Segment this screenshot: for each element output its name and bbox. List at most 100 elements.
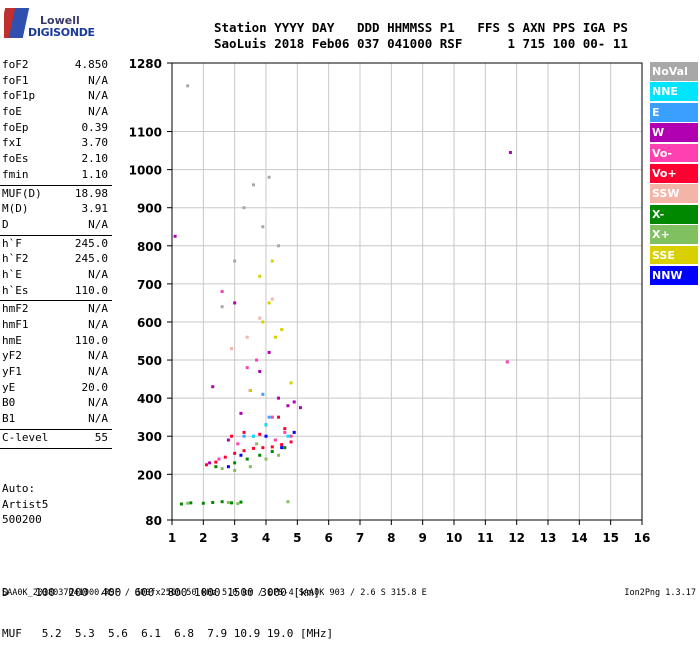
param-value: 245.0 bbox=[74, 252, 108, 266]
echo-point bbox=[223, 455, 227, 459]
echo-point bbox=[220, 290, 224, 293]
legend-item-sse: SSE bbox=[650, 245, 698, 265]
echo-point bbox=[270, 415, 274, 419]
param-row: yE 20.0 bbox=[0, 381, 112, 397]
echo-point bbox=[242, 430, 246, 434]
param-value: 110.0 bbox=[74, 333, 108, 347]
echo-point bbox=[233, 461, 237, 465]
echo-point bbox=[289, 434, 293, 438]
param-separator bbox=[0, 234, 112, 236]
echo-point bbox=[273, 438, 277, 442]
echo-point bbox=[239, 453, 243, 457]
echo-point bbox=[267, 415, 271, 419]
y-tick-label: 400 bbox=[137, 392, 162, 406]
param-value: N/A bbox=[88, 412, 108, 426]
y-tick-label: 1000 bbox=[129, 164, 162, 178]
x-tick-label: 6 bbox=[324, 531, 332, 545]
echo-point bbox=[273, 335, 277, 339]
parameter-panel: foF2 4.850 foF1 N/A foF1p N/A foE N/A foEp 0.39 fx… bbox=[0, 58, 112, 450]
param-value: N/A bbox=[88, 318, 108, 331]
echo-point bbox=[261, 392, 265, 396]
ionogram-chart: 1 2 3 4 5 6 7 8 9 10 11 12 13 14 15 1680200300400500600… bbox=[129, 57, 651, 545]
param-row: D N/A bbox=[0, 218, 112, 234]
legend-item-vo-: Vo- bbox=[650, 143, 698, 163]
logo-line1: Lowell bbox=[40, 14, 80, 27]
echo-point bbox=[270, 297, 274, 301]
muf-frequency-row: MUF 5.2 5.3 5.6 6.1 6.8 7.9 10.9 19.0 [M… bbox=[2, 626, 334, 640]
param-row: h`F 245.0 bbox=[0, 237, 112, 253]
y-tick-label: 300 bbox=[137, 430, 162, 444]
echo-point bbox=[264, 457, 268, 461]
param-separator bbox=[0, 300, 112, 302]
echo-point bbox=[261, 320, 265, 324]
param-label: foE bbox=[2, 105, 22, 119]
echo-point bbox=[267, 301, 271, 305]
echo-point bbox=[283, 446, 287, 450]
param-label: hmF1 bbox=[2, 318, 29, 331]
x-tick-label: 5 bbox=[293, 531, 301, 545]
echo-point bbox=[286, 434, 290, 438]
echo-point bbox=[277, 396, 281, 400]
echo-point bbox=[270, 259, 274, 263]
x-tick-label: 14 bbox=[571, 531, 588, 545]
echo-point bbox=[289, 381, 293, 385]
param-value: 4.850 bbox=[74, 58, 108, 71]
echo-point bbox=[239, 411, 243, 415]
param-label: hmE bbox=[2, 333, 22, 347]
param-value: N/A bbox=[88, 396, 108, 410]
x-tick-label: 15 bbox=[602, 531, 619, 545]
param-value: 3.91 bbox=[81, 202, 109, 216]
echo-point bbox=[258, 453, 262, 457]
param-label: h`F bbox=[2, 236, 22, 250]
digisonde-logo: Lowell DIGISONDE bbox=[4, 4, 95, 44]
x-tick-label: 11 bbox=[477, 531, 494, 545]
header-line2: SaoLuis 2018 Feb06 037 041000 RSF 1 715 … bbox=[214, 36, 628, 51]
param-row: M(D) 3.91 bbox=[0, 202, 112, 218]
param-row: hmE 110.0 bbox=[0, 334, 112, 350]
param-row: hmF1 N/A bbox=[0, 318, 112, 334]
legend-item-x-: X+ bbox=[650, 225, 698, 245]
param-row: B0 N/A bbox=[0, 396, 112, 412]
echo-point bbox=[261, 225, 265, 229]
echo-point bbox=[189, 501, 193, 505]
param-separator bbox=[0, 428, 112, 430]
param-row: MUF(D) 18.98 bbox=[0, 187, 112, 203]
y-tick-label: 200 bbox=[137, 468, 162, 482]
y-tick-label: 80 bbox=[145, 514, 162, 528]
param-value: N/A bbox=[88, 89, 108, 103]
muf-table: D 100 200 400 600 800 1000 1500 3000 [km… bbox=[2, 559, 333, 654]
param-row: B1 N/A bbox=[0, 412, 112, 428]
logo-line2: DIGISONDE bbox=[28, 26, 95, 39]
echo-point bbox=[245, 366, 249, 370]
y-tick-label: 1100 bbox=[129, 126, 162, 140]
echo-point bbox=[201, 501, 205, 505]
param-label: h`Es bbox=[2, 283, 29, 297]
x-tick-label: 12 bbox=[508, 531, 525, 545]
param-row: hmF2 N/A bbox=[0, 302, 112, 318]
x-tick-label: 3 bbox=[230, 531, 238, 545]
echo-point bbox=[245, 457, 249, 461]
param-value: N/A bbox=[88, 365, 108, 379]
echo-point bbox=[204, 463, 208, 467]
param-row: h`Es 110.0 bbox=[0, 284, 112, 300]
param-row: foF2 4.850 bbox=[0, 58, 112, 74]
param-value: N/A bbox=[88, 217, 108, 231]
echo-point bbox=[283, 430, 287, 434]
header-line1: Station YYYY DAY DDD HHMMSS P1 FFS S AXN… bbox=[214, 20, 628, 35]
param-value: 245.0 bbox=[74, 236, 108, 250]
y-tick-label: 900 bbox=[137, 202, 162, 216]
echo-point bbox=[208, 461, 212, 465]
param-label: h`F2 bbox=[2, 252, 29, 266]
echo-point bbox=[217, 457, 221, 461]
param-label: foEp bbox=[2, 120, 29, 134]
param-label: yF1 bbox=[2, 365, 22, 379]
footer-info: SAA0K_2018037041000.RSF / 300fx256h 50 k… bbox=[2, 588, 427, 598]
auto-code: 500200 bbox=[2, 513, 42, 526]
echo-point bbox=[214, 465, 218, 469]
echo-point bbox=[230, 501, 234, 505]
x-tick-label: 8 bbox=[387, 531, 395, 545]
param-row: foF1 N/A bbox=[0, 74, 112, 90]
echo-point bbox=[233, 301, 237, 305]
param-value: 0.39 bbox=[81, 120, 109, 134]
y-tick-label: 500 bbox=[137, 354, 162, 368]
